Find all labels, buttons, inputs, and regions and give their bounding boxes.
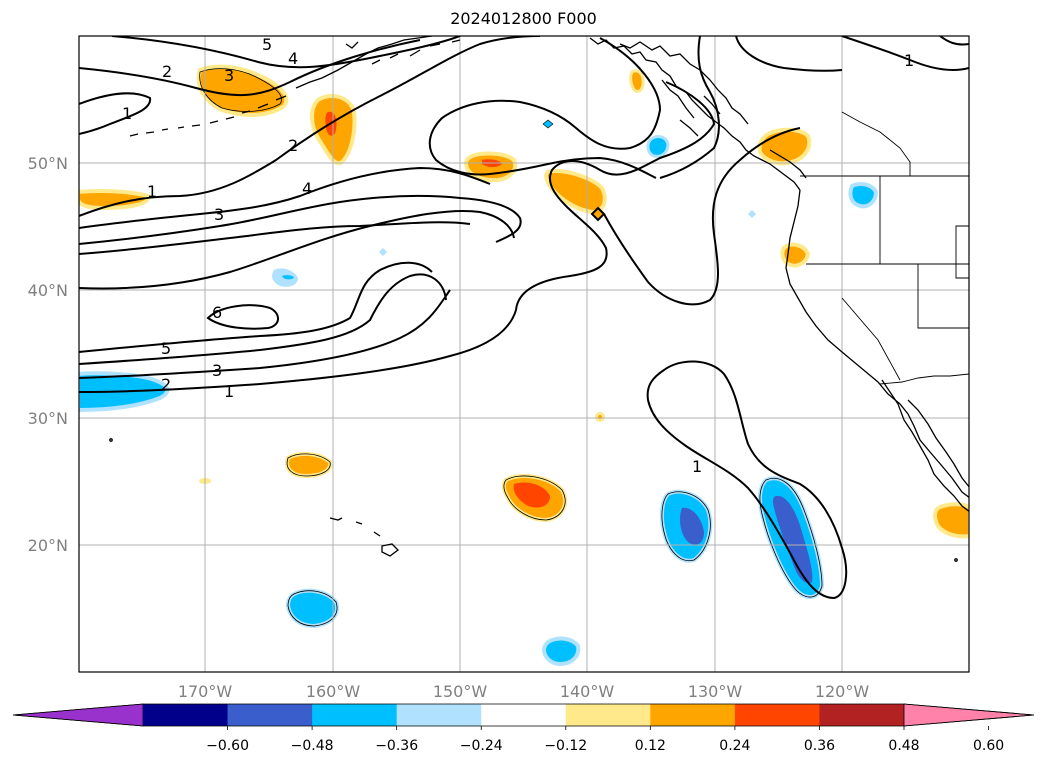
colorbar-segment <box>481 704 567 726</box>
negative-anomaly-bc <box>646 135 670 158</box>
contour-label: 6 <box>212 303 222 322</box>
contour-label: 1 <box>692 457 702 476</box>
colorbar-segment <box>227 704 313 726</box>
contour-label: 3 <box>212 361 222 380</box>
contour-labels: 5 4 3 2 1 2 1 3 4 1 6 5 3 2 1 1 <box>122 35 914 476</box>
colorbar-segment <box>650 704 736 726</box>
gridlines <box>79 36 969 672</box>
lon-label: 150°W <box>433 682 488 701</box>
positive-anomaly-ne-pac <box>79 189 150 211</box>
contour-label: 2 <box>161 375 171 394</box>
colorbar-tick-label: −0.12 <box>544 738 587 754</box>
colorbar-tick-label: −0.36 <box>375 738 418 754</box>
positive-anomaly-bc <box>629 69 645 93</box>
contour-lines <box>79 36 969 600</box>
colorbar-tick-label: −0.24 <box>460 738 503 754</box>
contour-label: 3 <box>224 66 234 85</box>
colorbar-tick-label: 0.24 <box>719 738 750 754</box>
positive-anomaly-baja <box>933 502 969 539</box>
colorbar-segment <box>819 704 905 726</box>
map-title: 2024012800 F000 <box>450 9 597 28</box>
map-frame <box>78 35 970 673</box>
colorbar-tick-label: 0.48 <box>888 738 919 754</box>
colorbar: −0.60 −0.48 −0.36 −0.24 −0.12 0.12 0.24 0.36 0.4… <box>12 703 1035 754</box>
colorbar-extend-high <box>903 703 1035 727</box>
colorbar-tick-label: 0.12 <box>635 738 666 754</box>
positive-anomaly-145w <box>543 169 607 215</box>
contour-label: 2 <box>162 62 172 81</box>
contour-label: 1 <box>224 382 234 401</box>
colorbar-tick-label: 0.60 <box>973 738 1004 754</box>
colorbar-segment <box>565 704 651 726</box>
longitude-axis: 170°W 160°W 150°W 140°W 130°W 120°W <box>178 682 870 701</box>
colorbar-segment <box>312 704 398 726</box>
lon-label: 170°W <box>178 682 233 701</box>
positive-anomaly-aleutian <box>196 64 289 117</box>
contour-label: 1 <box>122 104 132 123</box>
lat-label: 30°N <box>28 409 68 428</box>
map-plot-area: 5 4 3 2 1 2 1 3 4 1 6 5 3 2 1 1 <box>79 35 969 672</box>
negative-anomaly-140w <box>541 636 581 667</box>
contour-label: 3 <box>214 205 224 224</box>
lon-label: 120°W <box>815 682 870 701</box>
contour-label: 2 <box>288 136 298 155</box>
colorbar-tick-label: 0.36 <box>804 738 835 754</box>
anomaly-outlines <box>199 68 823 627</box>
colorbar-segment <box>143 704 229 726</box>
lat-label: 40°N <box>28 281 68 300</box>
lat-label: 20°N <box>28 536 68 555</box>
lon-label: 160°W <box>306 682 361 701</box>
colorbar-segment <box>734 704 820 726</box>
colorbar-tick-label: −0.48 <box>291 738 334 754</box>
colorbar-segment <box>396 704 482 726</box>
contour-label: 4 <box>288 49 298 68</box>
lon-label: 130°W <box>688 682 743 701</box>
colorbar-outline <box>12 703 1035 727</box>
contour-label: 5 <box>262 35 272 54</box>
political-borders <box>800 111 969 385</box>
colorbar-tick-label: −0.60 <box>206 738 249 754</box>
lat-label: 50°N <box>28 154 68 173</box>
contour-label: 1 <box>147 182 157 201</box>
colorbar-extend-low <box>12 703 144 727</box>
contour-label: 5 <box>161 339 171 358</box>
contour-label: 4 <box>302 179 312 198</box>
contour-label: 1 <box>904 51 914 70</box>
negative-anomaly-wa <box>848 182 879 209</box>
latitude-axis: 50°N 40°N 30°N 20°N <box>28 154 68 555</box>
lon-label: 140°W <box>560 682 615 701</box>
